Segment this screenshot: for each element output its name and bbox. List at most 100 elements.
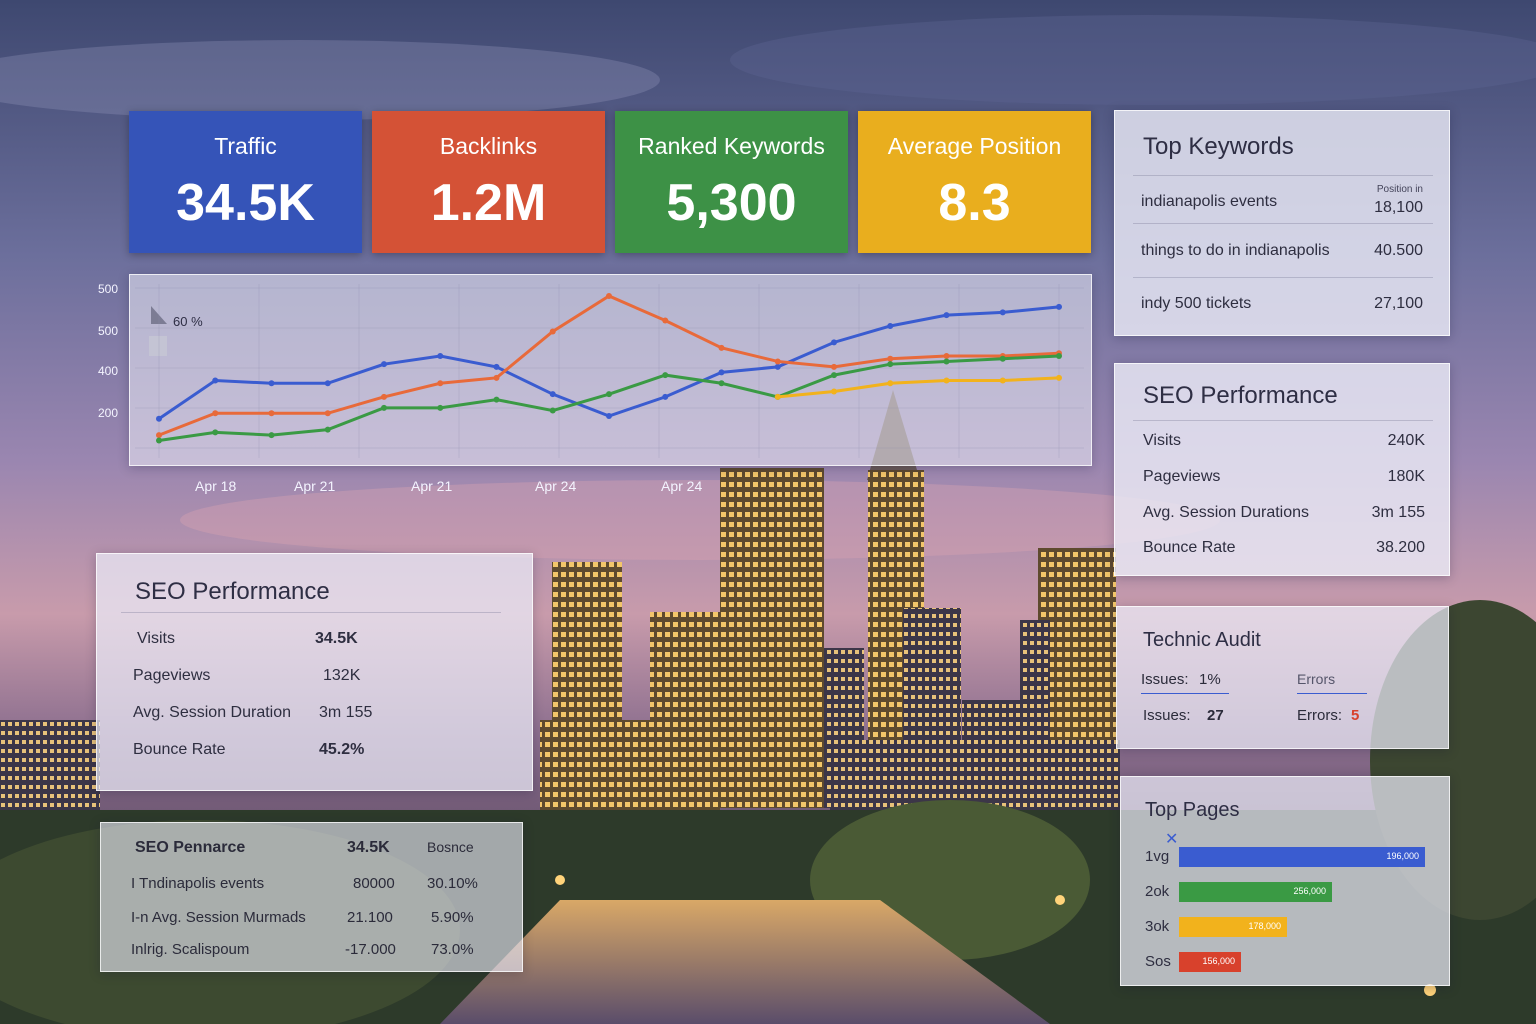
series-point	[943, 377, 950, 384]
series-point	[212, 377, 219, 384]
kpi-label: Ranked Keywords	[638, 133, 825, 159]
series-point	[662, 372, 669, 379]
series-point	[381, 404, 387, 411]
table-row[interactable]: Inlrig. Scalispoum -17.000 73.0%	[131, 941, 511, 963]
row-rate: 5.90%	[431, 909, 474, 926]
row-label: Inlrig. Scalispoum	[131, 941, 250, 958]
kpi-card-average-position[interactable]: Average Position 8.3	[858, 111, 1091, 253]
y-tick-label: 500	[98, 282, 119, 296]
errors-label: Errors:	[1297, 707, 1342, 724]
series-point	[324, 380, 331, 387]
series-point	[999, 377, 1006, 384]
page-bar-value: 178,000	[1248, 921, 1281, 931]
kpi-card-ranked-keywords[interactable]: Ranked Keywords 5,300	[615, 111, 848, 253]
row-rate: 30.10%	[427, 875, 478, 892]
series-point	[437, 404, 444, 411]
series-point	[606, 293, 612, 299]
series-point	[718, 369, 725, 376]
metric-value: 3m 155	[319, 704, 373, 721]
series-point	[606, 391, 612, 398]
kpi-label: Average Position	[887, 133, 1062, 159]
metric-value: 180K	[1387, 468, 1425, 485]
row-value: -17.000	[345, 941, 396, 958]
metric-label: Bounce Rate	[133, 741, 226, 758]
seo-performance-left-panel: SEO Performance Visits 34.5K Pageviews 1…	[96, 553, 533, 791]
kpi-value: 8.3	[938, 174, 1011, 232]
row-value: 21.100	[347, 909, 393, 926]
metric-value: 3m 155	[1371, 504, 1425, 521]
keyword-label[interactable]: indianapolis events	[1141, 193, 1278, 210]
close-icon[interactable]: ✕	[1165, 831, 1179, 848]
table-row[interactable]: I Tndinapolis events 80000 30.10%	[131, 875, 511, 897]
panel-title: SEO Performance	[135, 578, 330, 605]
page-bar: 178,000	[1179, 917, 1287, 937]
series-point	[831, 388, 837, 395]
keyword-value: 40.500	[1374, 242, 1423, 259]
panel-title: Technic Audit	[1143, 629, 1261, 651]
metric-label: Bounce Rate	[1143, 539, 1236, 556]
table-row[interactable]: I-n Avg. Session Murmads 21.100 5.90%	[131, 909, 511, 931]
page-label[interactable]: 2ok	[1145, 883, 1170, 900]
series-point	[268, 432, 275, 439]
series-point	[156, 415, 162, 422]
column-header: Position in	[1376, 184, 1423, 195]
table-header-rate: Bosnce	[427, 839, 474, 855]
divider	[1133, 175, 1433, 176]
series-point	[774, 358, 781, 365]
series-point	[324, 410, 331, 417]
series-point	[549, 407, 556, 414]
series-point	[887, 323, 894, 329]
row-label: I-n Avg. Session Murmads	[131, 909, 306, 926]
panel-title: SEO Performance	[1143, 382, 1338, 409]
chart-annotation: 60 %	[173, 314, 203, 329]
x-tick-label: Apr 21	[411, 478, 453, 494]
series-point	[268, 380, 275, 387]
series-point	[1056, 374, 1062, 381]
series-point	[324, 426, 331, 433]
table-header-label: SEO Pennarce	[135, 839, 246, 856]
series-point	[156, 432, 162, 439]
audit-row: Issues: 1%	[1141, 671, 1229, 694]
x-tick-label: Apr 21	[294, 478, 336, 494]
issues-count: 27	[1207, 707, 1224, 724]
row-rate: 73.0%	[431, 941, 474, 958]
metric-value: 45.2%	[319, 741, 365, 758]
metric-value: 38.200	[1376, 539, 1425, 556]
kpi-card-traffic[interactable]: Traffic 34.5K	[129, 111, 362, 253]
kpi-value: 1.2M	[430, 174, 547, 232]
page-label[interactable]: 3ok	[1145, 918, 1170, 935]
metric-label: Avg. Session Duration	[133, 704, 292, 721]
series-point	[662, 393, 669, 400]
series-point	[156, 437, 162, 444]
y-tick-label: 200	[98, 406, 119, 420]
metric-value: 240K	[1387, 432, 1425, 449]
series-point	[381, 361, 387, 368]
keyword-label[interactable]: things to do in indianapolis	[1141, 242, 1330, 259]
metric-value: 132K	[323, 667, 361, 684]
page-label[interactable]: 1vg	[1145, 848, 1170, 865]
page-label[interactable]: Sos	[1145, 953, 1171, 970]
keyword-value: 27,100	[1374, 295, 1423, 312]
table-header-value: 34.5K	[347, 839, 390, 856]
series-point	[1056, 303, 1062, 310]
series-point	[437, 380, 444, 387]
series-point	[887, 361, 894, 368]
x-tick-label: Apr 24	[535, 478, 577, 494]
traffic-line-chart: 60 %	[135, 284, 1084, 458]
issues-value: 1%	[1198, 671, 1221, 688]
series-point	[437, 353, 444, 359]
kpi-card-backlinks[interactable]: Backlinks 1.2M	[372, 111, 605, 253]
series-line-3	[777, 376, 1060, 399]
series-point	[718, 380, 725, 387]
series-point	[887, 380, 894, 387]
series-point	[212, 410, 219, 417]
series-point	[831, 363, 837, 370]
top-pages-panel: Top Pages ✕ 1vg 196,000 2ok 256,000 3ok 178,0…	[1120, 776, 1450, 986]
series-point	[493, 396, 500, 403]
series-point	[999, 309, 1006, 316]
series-point	[662, 317, 669, 324]
kpi-label: Traffic	[214, 133, 277, 159]
series-point	[718, 344, 725, 351]
keyword-label[interactable]: indy 500 tickets	[1141, 295, 1252, 312]
kpi-value: 5,300	[666, 174, 797, 232]
